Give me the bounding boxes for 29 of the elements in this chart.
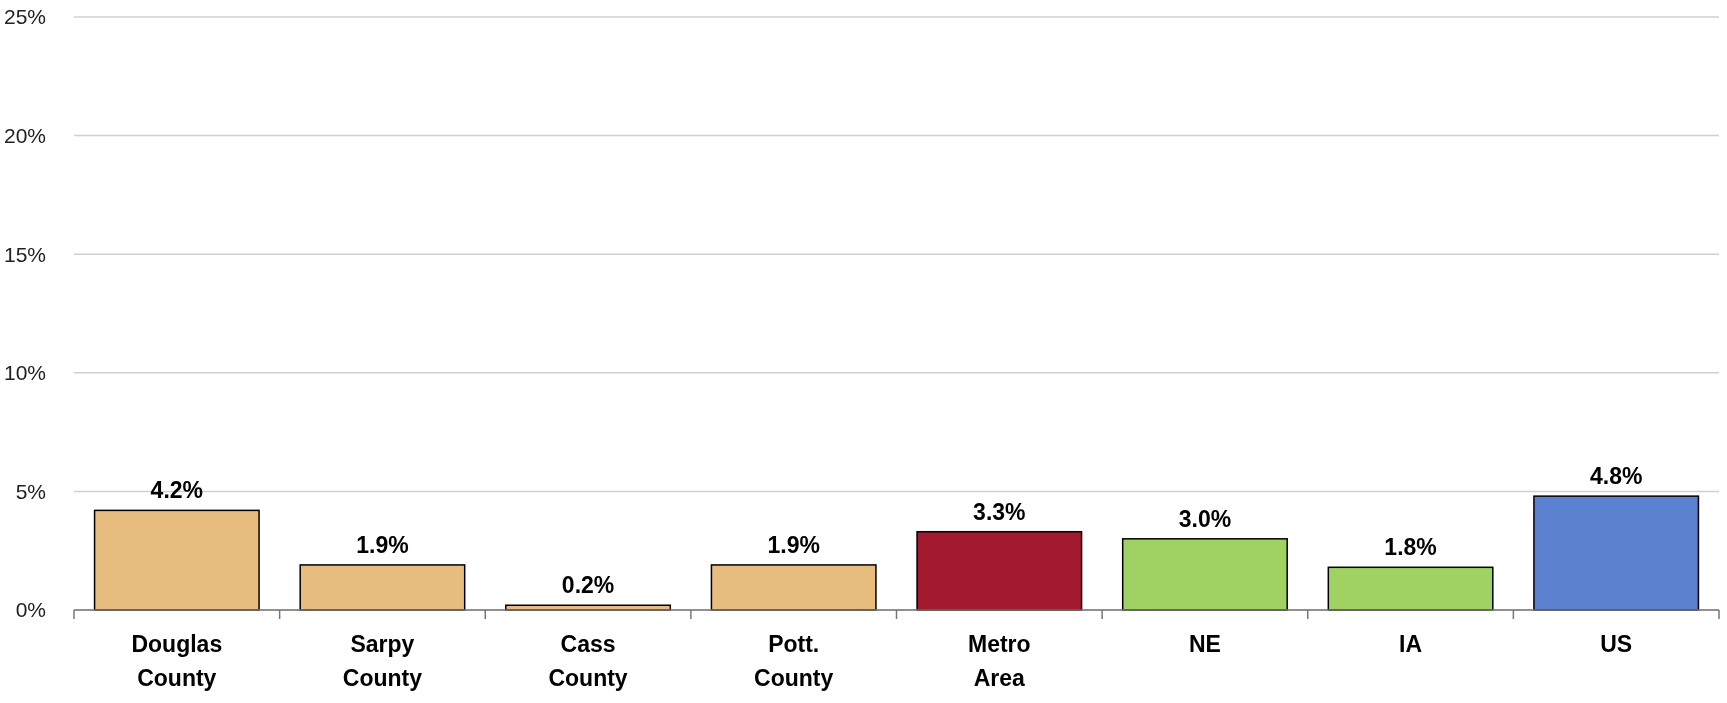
- bar: [299, 564, 466, 611]
- x-tick-label: Metro Area: [968, 631, 1031, 691]
- data-label: 1.9%: [356, 531, 409, 558]
- data-label: 1.8%: [1384, 534, 1437, 561]
- x-tick-label: Sarpy County: [342, 631, 423, 691]
- y-tick-label: 0%: [15, 598, 46, 622]
- data-label: 1.9%: [767, 531, 820, 558]
- y-tick-label: 25%: [3, 5, 46, 29]
- y-tick-label: 10%: [3, 361, 46, 385]
- x-tick-label: IA: [1399, 631, 1423, 657]
- bar: [1121, 538, 1288, 611]
- data-label: 4.8%: [1589, 463, 1643, 490]
- x-tick-label: Cass County: [548, 631, 628, 691]
- bar: [93, 509, 260, 611]
- data-label: 3.0%: [1178, 505, 1232, 532]
- x-tick-label: US: [1600, 631, 1633, 657]
- data-label: 4.2%: [150, 477, 204, 504]
- bar: [916, 530, 1083, 611]
- bar: [710, 564, 877, 611]
- x-tick-label: Douglas County: [131, 631, 223, 691]
- y-tick-label: 5%: [15, 479, 46, 503]
- y-tick-label: 15%: [3, 242, 46, 266]
- y-tick-label: 20%: [3, 123, 46, 147]
- x-tick-label: NE: [1188, 631, 1221, 657]
- bar: [1533, 495, 1700, 611]
- x-tick-label: Pott. County: [754, 631, 834, 691]
- data-label: 3.3%: [973, 498, 1026, 525]
- data-label: 0.2%: [561, 572, 615, 599]
- bar: [1327, 566, 1494, 611]
